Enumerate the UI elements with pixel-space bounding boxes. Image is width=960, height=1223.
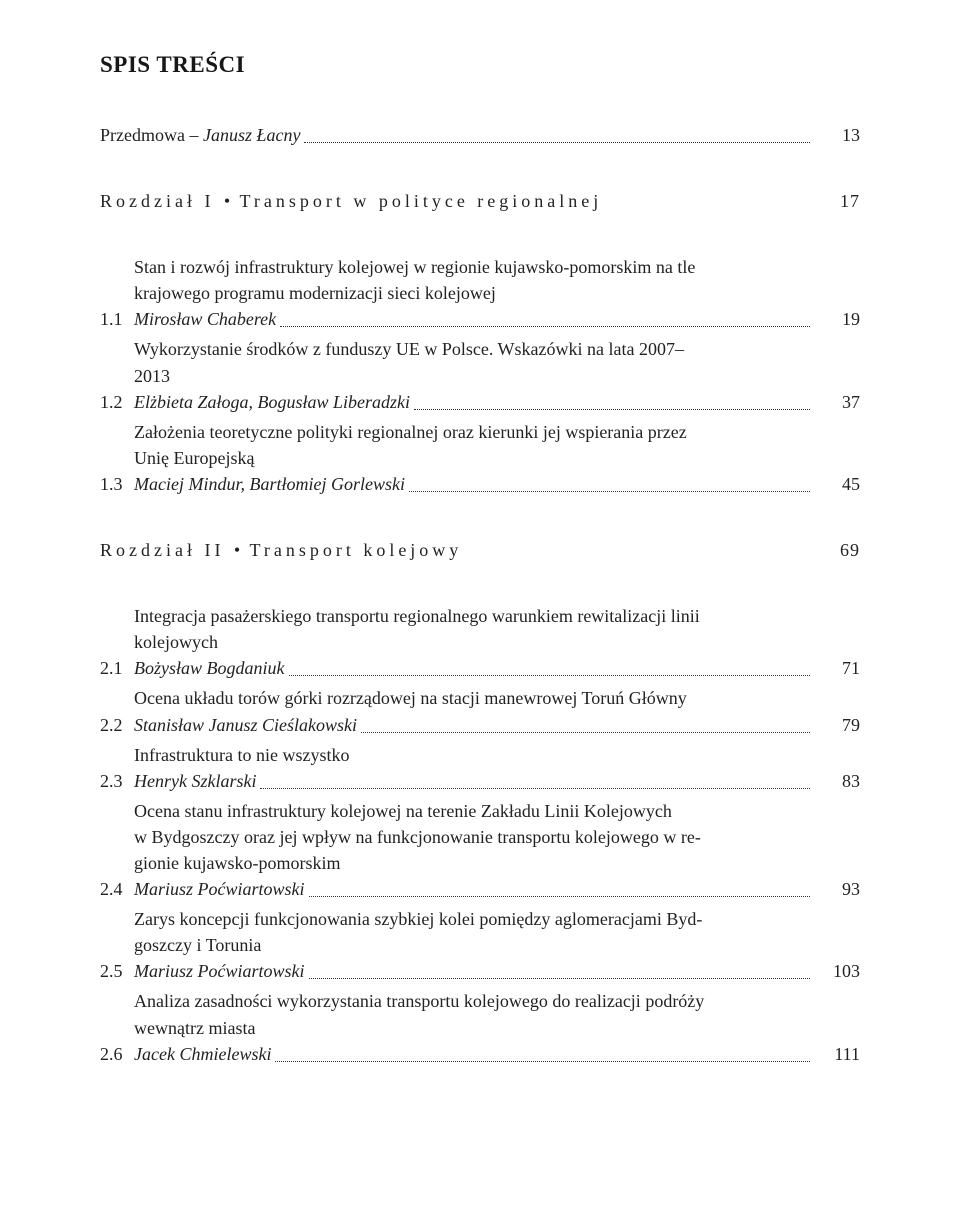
item-number: 2.4 [100,876,128,902]
item-page: 103 [812,958,860,984]
leader-dots [275,1041,810,1062]
item-number: 1.1 [100,306,128,332]
leader-dots [304,122,810,143]
bullet-icon: • [220,188,234,214]
item-number: 2.6 [100,1041,128,1067]
item-author: Henryk Szklarski [134,768,256,794]
item-author: Bożysław Bogdaniuk [134,655,285,681]
item-author: Mirosław Chaberek [134,306,276,332]
leader-dots [409,471,810,492]
item-number: 2.2 [100,712,128,738]
leader-dots [309,876,810,897]
item-text: kolejowych [134,629,812,655]
preface-author: Janusz Łacny [203,125,301,145]
chapter-1-title: Transport w polityce regionalnej [239,191,602,211]
item-author: Mariusz Poćwiartowski [134,876,305,902]
leader-dots [361,712,810,733]
item-number: 2.1 [100,655,128,681]
item-author: Maciej Mindur, Bartłomiej Gorlewski [134,471,405,497]
item-author: Elżbieta Załoga, Bogusław Liberadzki [134,389,410,415]
preface-label: Przedmowa – [100,125,203,145]
leader-dots [414,389,810,410]
chapter-1-prefix: Rozdział I [100,191,214,211]
chapter-1-head: Rozdział I • Transport w polityce region… [100,188,860,214]
item-author: Stanisław Janusz Cieślakowski [134,712,357,738]
item-text: Unię Europejską [134,445,812,471]
item-text: Założenia teoretyczne polityki regionaln… [134,419,812,445]
item-text: Analiza zasadności wykorzystania transpo… [134,988,812,1014]
item-text: krajowego programu modernizacji sieci ko… [134,280,812,306]
toc-item: 2.4 Ocena stanu infrastruktury kolejowej… [100,798,860,902]
item-text: 2013 [134,363,812,389]
item-number: 1.3 [100,471,128,497]
item-page: 45 [812,471,860,497]
page: SPIS TREŚCI Przedmowa – Janusz Łacny 13 … [0,0,960,1223]
item-text: gionie kujawsko-pomorskim [134,850,812,876]
toc-item: 2.1 Integracja pasażerskiego transportu … [100,603,860,681]
toc-item: 2.2 Ocena układu torów górki rozrządowej… [100,685,860,737]
leader-dots [280,306,810,327]
toc-item: 1.1 Stan i rozwój infrastruktury kolejow… [100,254,860,332]
item-page: 111 [812,1041,860,1067]
chapter-1-page: 17 [812,188,860,214]
item-text: Integracja pasażerskiego transportu regi… [134,603,812,629]
item-text: Wykorzystanie środków z funduszy UE w Po… [134,336,812,362]
item-page: 93 [812,876,860,902]
chapter-2-head: Rozdział II • Transport kolejowy 69 [100,537,860,563]
page-title: SPIS TREŚCI [100,52,860,78]
item-page: 19 [812,306,860,332]
item-number: 1.2 [100,389,128,415]
item-page: 71 [812,655,860,681]
toc-item: 2.5 Zarys koncepcji funkcjonowania szybk… [100,906,860,984]
item-page: 37 [812,389,860,415]
preface-page: 13 [812,122,860,148]
item-text: goszczy i Torunia [134,932,812,958]
item-text: wewnątrz miasta [134,1015,812,1041]
toc-item: 1.2 Wykorzystanie środków z funduszy UE … [100,336,860,414]
item-text: Ocena układu torów górki rozrządowej na … [134,685,812,711]
item-text: Ocena stanu infrastruktury kolejowej na … [134,798,812,824]
item-number: 2.3 [100,768,128,794]
item-author: Mariusz Poćwiartowski [134,958,305,984]
item-text: Zarys koncepcji funkcjonowania szybkiej … [134,906,812,932]
toc-item: 2.6 Analiza zasadności wykorzystania tra… [100,988,860,1066]
item-page: 79 [812,712,860,738]
leader-dots [289,655,811,676]
item-page: 83 [812,768,860,794]
item-number: 2.5 [100,958,128,984]
chapter-2-page: 69 [812,537,860,563]
leader-dots [260,768,810,789]
item-author: Jacek Chmielewski [134,1041,271,1067]
toc-item: 2.3 Infrastruktura to nie wszystko Henry… [100,742,860,794]
toc-item: 1.3 Założenia teoretyczne polityki regio… [100,419,860,497]
item-text: Stan i rozwój infrastruktury kolejowej w… [134,254,812,280]
item-text: w Bydgoszczy oraz jej wpływ na funkcjono… [134,824,812,850]
leader-dots [309,958,810,979]
bullet-icon: • [230,537,244,563]
chapter-2-prefix: Rozdział II [100,540,224,560]
item-text: Infrastruktura to nie wszystko [134,742,812,768]
chapter-2-title: Transport kolejowy [249,540,462,560]
toc-preface-row: Przedmowa – Janusz Łacny 13 [100,122,860,148]
